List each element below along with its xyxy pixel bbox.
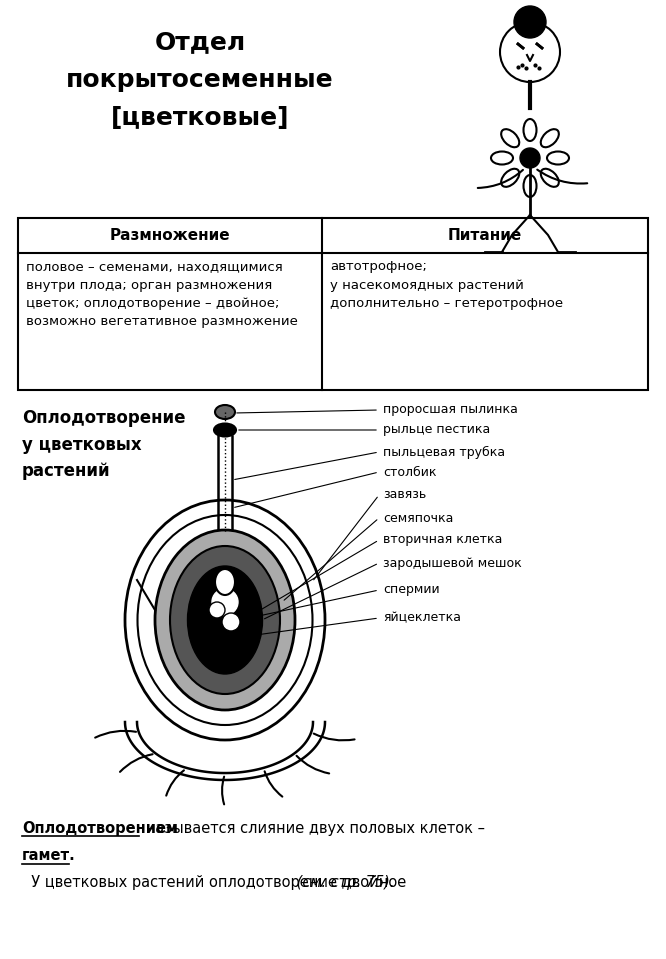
Ellipse shape (491, 152, 513, 165)
Ellipse shape (215, 405, 235, 419)
Ellipse shape (137, 515, 312, 725)
Text: яйцеклетка: яйцеклетка (383, 612, 461, 624)
Circle shape (520, 148, 540, 168)
Circle shape (514, 6, 546, 38)
Text: пыльцевая трубка: пыльцевая трубка (383, 446, 505, 458)
Ellipse shape (541, 169, 559, 187)
Ellipse shape (523, 119, 537, 141)
Text: проросшая пылинка: проросшая пылинка (383, 404, 518, 416)
Text: Оплодотворение: Оплодотворение (22, 409, 186, 427)
Text: Размножение: Размножение (110, 228, 230, 244)
Ellipse shape (523, 175, 537, 197)
Text: половое – семенами, находящимися
внутри плода; орган размножения
цветок; оплодот: половое – семенами, находящимися внутри … (26, 260, 298, 329)
Text: называется слияние двух половых клеток –: называется слияние двух половых клеток – (141, 821, 485, 835)
Text: Оплодотворением: Оплодотворением (22, 821, 178, 835)
Text: (см. стр. 75).: (см. стр. 75). (292, 875, 394, 890)
Circle shape (212, 589, 238, 615)
Text: Питание: Питание (448, 228, 522, 244)
Circle shape (209, 602, 225, 618)
Ellipse shape (547, 152, 569, 165)
Ellipse shape (155, 530, 295, 710)
Text: столбик: столбик (383, 465, 436, 479)
Bar (18, 218, 648, 390)
Ellipse shape (501, 169, 519, 187)
Circle shape (500, 22, 560, 82)
Ellipse shape (125, 500, 325, 740)
Text: автотрофное;
у насекомоядных растений
дополнительно – гетеротрофное: автотрофное; у насекомоядных растений до… (330, 260, 563, 310)
Ellipse shape (214, 424, 236, 436)
Text: покрытосеменные: покрытосеменные (66, 68, 334, 92)
Text: У цветковых растений оплодотворение двойное: У цветковых растений оплодотворение двой… (22, 875, 406, 890)
Ellipse shape (501, 129, 519, 148)
Ellipse shape (188, 566, 262, 674)
Text: [цветковые]: [цветковые] (111, 106, 289, 130)
Text: у цветковых: у цветковых (22, 436, 142, 454)
Ellipse shape (170, 546, 280, 694)
Circle shape (222, 613, 240, 631)
Text: растений: растений (22, 462, 111, 480)
Ellipse shape (215, 569, 235, 595)
Text: семяпочка: семяпочка (383, 511, 454, 525)
Text: вторичная клетка: вторичная клетка (383, 533, 502, 547)
Text: гамет.: гамет. (22, 849, 76, 863)
Text: рыльце пестика: рыльце пестика (383, 424, 490, 436)
Ellipse shape (541, 129, 559, 148)
Text: Отдел: Отдел (155, 30, 246, 54)
Text: зародышевой мешок: зародышевой мешок (383, 556, 521, 570)
Text: завязь: завязь (383, 488, 426, 502)
Text: спермии: спермии (383, 583, 440, 596)
